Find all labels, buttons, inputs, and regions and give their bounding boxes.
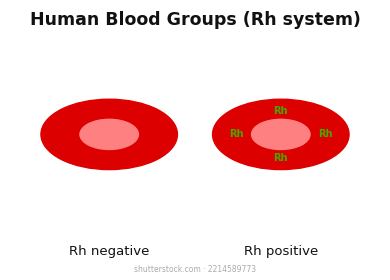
Ellipse shape (80, 119, 138, 150)
Text: Rh: Rh (273, 153, 288, 162)
Ellipse shape (252, 119, 310, 150)
Text: Rh positive: Rh positive (244, 246, 318, 258)
Text: Rh negative: Rh negative (69, 246, 149, 258)
Text: Rh: Rh (229, 129, 243, 139)
Text: Human Blood Groups (Rh system): Human Blood Groups (Rh system) (30, 11, 360, 29)
Text: shutterstock.com · 2214589773: shutterstock.com · 2214589773 (134, 265, 256, 274)
Text: Rh: Rh (318, 129, 333, 139)
Text: Rh: Rh (273, 106, 288, 116)
Ellipse shape (41, 99, 177, 170)
Ellipse shape (213, 99, 349, 170)
